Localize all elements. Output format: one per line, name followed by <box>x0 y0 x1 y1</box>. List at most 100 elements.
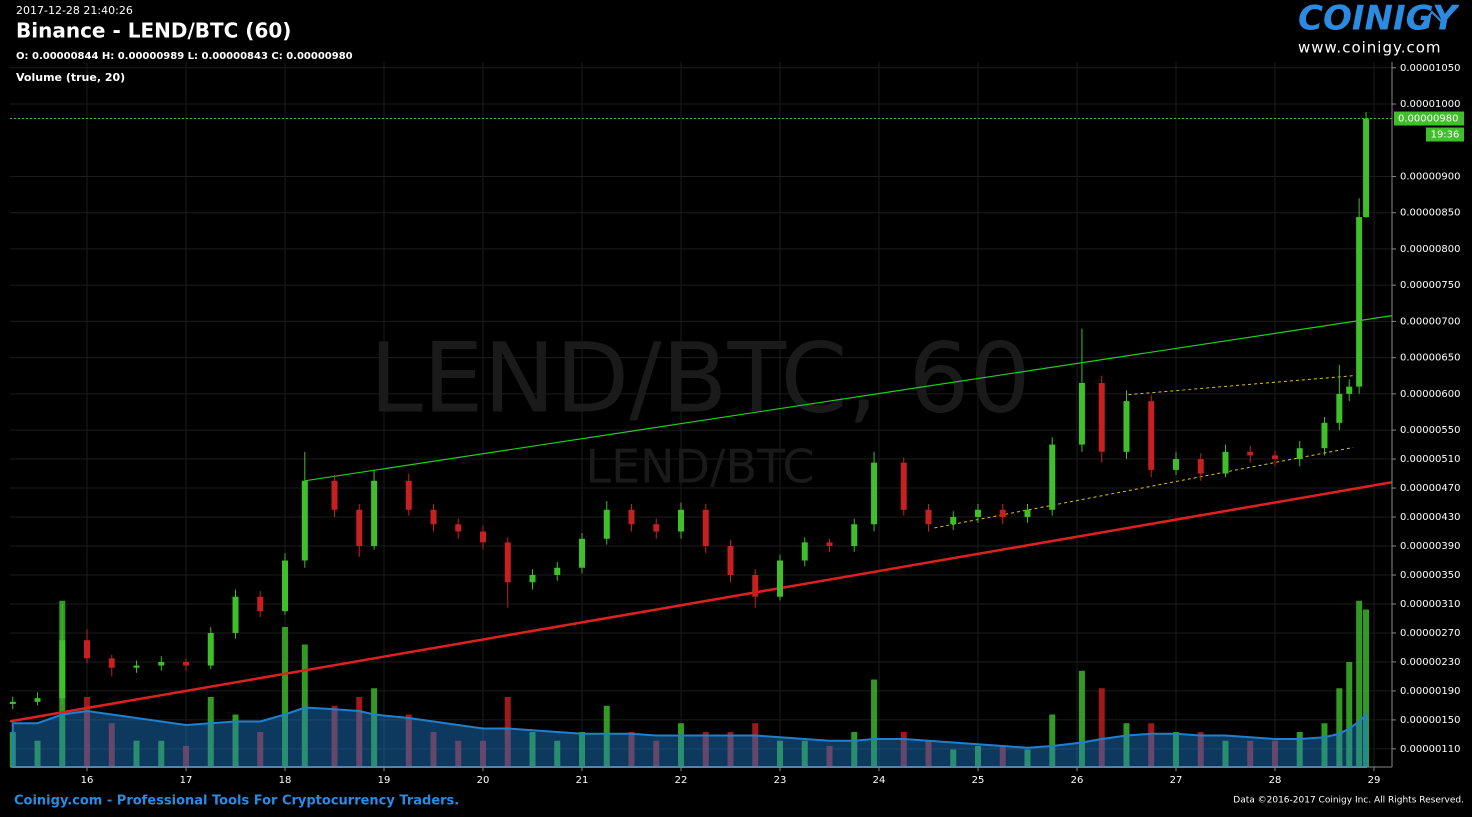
ohlc: O: 0.00000844 H: 0.00000989 L: 0.0000084… <box>16 51 353 62</box>
volume-bar <box>183 746 190 767</box>
volume-bar <box>133 740 140 767</box>
y-tick-label: 0.00000470 <box>1400 483 1460 494</box>
volume-bar <box>529 732 536 767</box>
logo-url: www.coinigy.com <box>1298 39 1442 57</box>
y-tick-label: 0.00000700 <box>1400 316 1460 327</box>
x-tick-label: 26 <box>1071 775 1084 786</box>
y-tick-label: 0.00000510 <box>1400 454 1460 465</box>
candle-body <box>900 462 907 510</box>
candle-body <box>1356 217 1363 387</box>
volume-bar <box>1098 688 1105 767</box>
candle-body <box>455 524 462 532</box>
candle-body <box>579 538 586 568</box>
y-tick-label: 0.00000270 <box>1400 628 1460 639</box>
volume-bar <box>801 740 808 767</box>
logo-icon <box>1419 5 1459 29</box>
candle-body <box>1078 382 1085 445</box>
volume-bar <box>554 740 561 767</box>
y-tick-label: 0.00000350 <box>1400 570 1460 581</box>
trend-line <box>1128 375 1354 396</box>
y-tick-label: 0.00000650 <box>1400 353 1460 364</box>
candle-body <box>554 567 561 575</box>
candle-body <box>9 701 16 704</box>
candle-body <box>331 480 338 510</box>
candle-body <box>826 542 833 547</box>
volume-bar <box>257 732 264 767</box>
y-tick-label: 0.00000110 <box>1400 744 1460 755</box>
candle-body <box>34 698 41 702</box>
volume-bar <box>34 740 41 767</box>
x-tick-label: 27 <box>1170 775 1183 786</box>
x-tick-label: 24 <box>873 775 886 786</box>
volume-bar <box>603 705 610 767</box>
candle-body <box>851 524 858 547</box>
candle-body <box>232 596 239 633</box>
y-tick-label: 0.00001000 <box>1400 99 1460 110</box>
volume-bar <box>974 746 981 767</box>
volume-bar <box>1271 740 1278 767</box>
candle-body <box>678 509 685 532</box>
volume-bar <box>1049 714 1056 767</box>
last-price-label: 0.00000980 <box>1398 114 1458 125</box>
volume-bar <box>851 732 858 767</box>
volume-bar <box>628 732 635 767</box>
volume-bar <box>1123 723 1130 767</box>
volume-bar <box>678 723 685 767</box>
candle-body <box>1247 451 1254 456</box>
volume-bar <box>950 749 957 767</box>
volume-bar <box>455 740 462 767</box>
volume-bar <box>1222 740 1229 767</box>
candle-body <box>504 542 511 583</box>
last-price-box <box>1394 111 1464 126</box>
candle-body <box>801 542 808 561</box>
volume-bar <box>1078 670 1085 767</box>
volume-bar <box>1247 740 1254 767</box>
candle-body <box>183 661 190 666</box>
volume-bar <box>1148 723 1155 767</box>
y-tick-label: 0.00000900 <box>1400 171 1460 182</box>
volume-bar <box>900 732 907 767</box>
volume-bar <box>871 679 878 767</box>
candle-body <box>603 509 610 539</box>
volume-bar <box>826 746 833 767</box>
x-tick-label: 16 <box>81 775 94 786</box>
volume-bar <box>1363 609 1370 767</box>
volume-bar <box>1197 732 1204 767</box>
candle-body <box>1123 401 1130 452</box>
candle-body <box>84 640 91 659</box>
x-tick-label: 28 <box>1269 775 1282 786</box>
candle-body <box>702 509 709 547</box>
watermark-sub: LEND/BTC <box>585 440 814 494</box>
volume-bar <box>108 723 115 767</box>
volume-bar <box>1356 600 1363 767</box>
volume-bar <box>158 740 165 767</box>
footer-right: Data ©2016-2017 Coinigy Inc. All Rights … <box>1233 796 1464 806</box>
candle-body <box>405 480 412 510</box>
candle-body <box>1336 393 1343 423</box>
x-tick-label: 25 <box>972 775 985 786</box>
volume-bar <box>480 740 487 767</box>
volume-bar <box>702 732 709 767</box>
candle-body <box>776 560 783 597</box>
countdown-box <box>1426 127 1464 142</box>
volume-bar <box>84 697 91 767</box>
y-tick-label: 0.00000150 <box>1400 715 1460 726</box>
volume-ma-area <box>11 706 1368 768</box>
grid <box>10 62 1392 767</box>
title: Binance - LEND/BTC (60) <box>16 19 291 43</box>
candle-body <box>430 509 437 525</box>
timestamp: 2017-12-28 21:40:26 <box>16 4 133 17</box>
y-tick-label: 0.00000190 <box>1400 686 1460 697</box>
candle-body <box>1172 459 1179 470</box>
volume-bar <box>925 740 932 767</box>
candle-body <box>108 658 115 668</box>
volume-label: Volume (true, 20) <box>16 71 125 84</box>
candle-body <box>1197 459 1204 474</box>
x-tick-label: 18 <box>279 775 292 786</box>
x-tick-label: 21 <box>576 775 589 786</box>
volume-bar <box>356 697 363 767</box>
x-tick-label: 19 <box>378 775 391 786</box>
volume-bar <box>1024 749 1031 767</box>
countdown: 19:36 <box>1431 130 1460 141</box>
candle-body <box>871 462 878 525</box>
